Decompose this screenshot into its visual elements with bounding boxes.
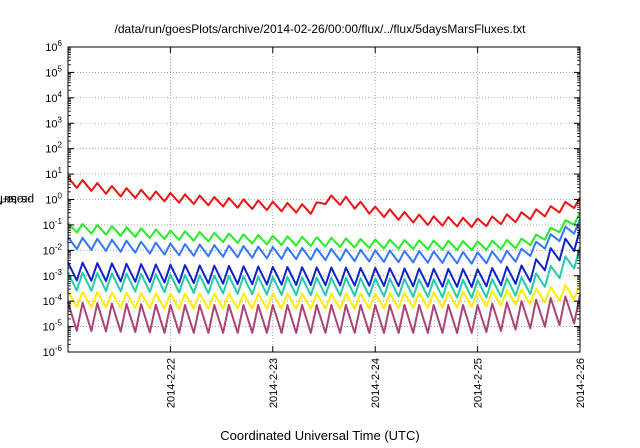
y-tick-label: 102 — [45, 141, 62, 156]
series-line-2 — [67, 212, 581, 252]
x-tick-label: 2014-2-25 — [473, 358, 485, 408]
y-tick-label: 10-2 — [43, 242, 63, 257]
x-tick-label: 2014-2-24 — [370, 358, 382, 408]
y-tick-label: 106 — [45, 39, 62, 54]
y-tick-label: 103 — [45, 115, 62, 130]
grid-lines — [68, 47, 580, 352]
x-tick-label: 2014-2-23 — [268, 358, 280, 408]
y-tick-label: 10-3 — [43, 268, 63, 283]
series-line-6 — [67, 283, 581, 310]
y-ticks: 10-6 10-5 10-4 10-3 10-2 10-1 100 101 102 103 104 1… — [43, 39, 580, 359]
x-tick-label: 2014-2-26 — [575, 358, 587, 408]
y-tick-label: 10-1 — [43, 217, 63, 232]
x-ticks: 2014-2-22 2014-2-23 2014-2-24 2014-2-25 2014… — [165, 47, 587, 408]
y-tick-label: 101 — [45, 166, 62, 181]
series-line-7 — [67, 294, 581, 334]
series-layer — [67, 176, 581, 334]
series-line-3 — [67, 218, 581, 265]
y-tick-label: 104 — [45, 90, 62, 105]
x-axis-label: Coordinated Universal Time (UTC) — [220, 428, 420, 443]
y-tick-label: 100 — [45, 192, 62, 207]
y-tick-label: 10-6 — [43, 344, 63, 359]
x-tick-label: 2014-2-22 — [165, 358, 177, 408]
series-line-4 — [67, 229, 581, 288]
series-line-5 — [67, 246, 581, 299]
y-tick-label: 10-4 — [43, 293, 63, 308]
y-tick-label: 10-5 — [43, 319, 63, 334]
y-tick-label: 105 — [45, 64, 62, 79]
series-line-1 — [67, 176, 581, 229]
chart-title: /data/run/goesPlots/archive/2014-02-26/0… — [114, 22, 526, 36]
